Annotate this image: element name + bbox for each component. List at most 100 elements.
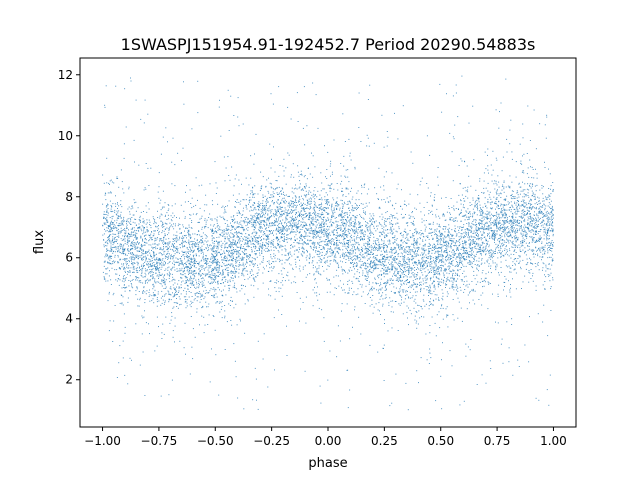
data-point [338, 241, 340, 243]
data-point [112, 238, 114, 240]
data-point [400, 205, 402, 207]
data-point [172, 276, 174, 278]
data-point [317, 190, 319, 192]
data-point [470, 185, 472, 187]
data-point [143, 256, 145, 258]
data-point [385, 250, 387, 252]
data-point [358, 316, 360, 318]
data-point [424, 262, 426, 264]
data-point [263, 221, 265, 223]
data-point [352, 231, 354, 233]
data-point [105, 273, 107, 275]
data-point [456, 220, 458, 222]
data-point [133, 257, 135, 258]
data-point [342, 245, 344, 247]
data-point [154, 350, 156, 352]
data-point [351, 250, 353, 252]
data-point [118, 362, 120, 364]
data-point [358, 248, 360, 250]
data-point [441, 281, 443, 283]
data-point [332, 240, 334, 242]
data-point [402, 313, 404, 315]
data-point [433, 200, 435, 202]
data-point [293, 224, 295, 226]
data-point [182, 271, 184, 273]
data-point [447, 254, 449, 256]
data-point [383, 185, 385, 187]
data-point [353, 246, 355, 248]
data-point [278, 251, 280, 253]
data-point [466, 253, 468, 255]
data-point [448, 231, 450, 233]
data-point [332, 212, 334, 214]
data-point [552, 190, 554, 192]
data-point [109, 222, 111, 224]
data-point [312, 208, 314, 210]
data-point [304, 224, 306, 226]
data-point [483, 243, 485, 244]
data-point [359, 253, 360, 255]
data-point [547, 244, 549, 246]
data-point [375, 240, 377, 241]
data-point [188, 231, 190, 233]
data-point [447, 228, 449, 230]
data-point [226, 233, 228, 235]
data-point [142, 282, 144, 284]
data-point [172, 245, 174, 247]
data-point [317, 299, 319, 301]
data-point [545, 223, 547, 225]
data-point [506, 151, 508, 153]
data-point [262, 256, 264, 257]
data-point [498, 227, 500, 229]
data-point [228, 288, 230, 290]
data-point [393, 273, 395, 275]
data-point [371, 286, 373, 288]
data-point [520, 205, 522, 207]
data-point [132, 232, 134, 233]
data-point [112, 247, 114, 248]
data-point [438, 297, 439, 299]
data-point [339, 207, 341, 209]
data-point [247, 243, 249, 245]
data-point [335, 256, 337, 258]
data-point [315, 247, 317, 249]
data-point [157, 259, 159, 261]
data-point [494, 229, 496, 231]
data-point [238, 201, 240, 203]
data-point [180, 232, 182, 233]
data-point [270, 212, 272, 214]
data-point [464, 231, 466, 233]
data-point [445, 257, 446, 259]
data-point [271, 222, 273, 223]
data-point [263, 249, 265, 251]
data-point [201, 296, 203, 297]
data-point [520, 215, 522, 217]
data-point [293, 218, 295, 219]
data-point [333, 207, 335, 209]
data-point [262, 358, 264, 360]
data-point [281, 245, 283, 247]
data-point [185, 293, 187, 295]
data-point [257, 193, 259, 195]
data-point [298, 200, 300, 202]
data-point [109, 200, 111, 202]
data-point [312, 176, 314, 178]
data-point [460, 236, 462, 238]
data-point [373, 247, 375, 248]
data-point [265, 250, 267, 252]
data-point [370, 224, 372, 226]
data-point [523, 228, 525, 230]
data-point [391, 172, 393, 174]
data-point [175, 240, 177, 242]
data-point [301, 235, 303, 237]
data-point [506, 218, 508, 220]
data-point [271, 239, 273, 241]
data-point [517, 191, 519, 193]
data-point [226, 225, 228, 227]
data-point [475, 232, 476, 234]
data-point [527, 167, 529, 169]
data-point [483, 237, 485, 238]
data-point [511, 241, 513, 243]
data-point [192, 251, 194, 253]
data-point [104, 278, 106, 280]
